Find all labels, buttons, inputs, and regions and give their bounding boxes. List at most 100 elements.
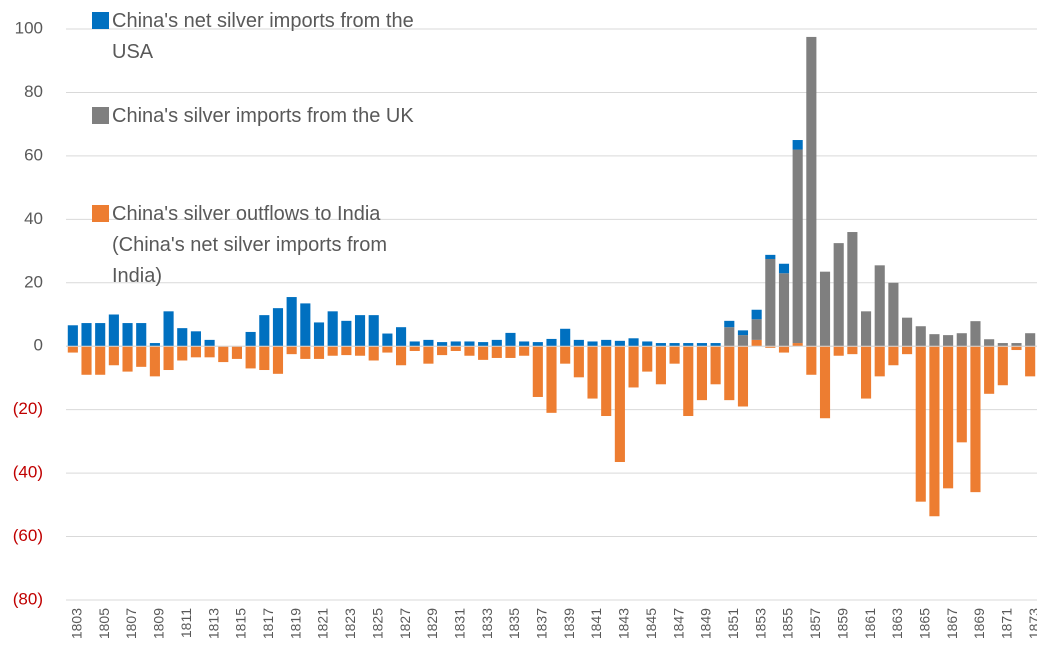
x-tick-label: 1803 — [69, 608, 85, 639]
bar — [341, 346, 352, 356]
bar — [587, 346, 598, 399]
bar — [929, 346, 940, 517]
bar — [833, 243, 844, 347]
x-tick-label: 1841 — [588, 608, 604, 639]
bar — [204, 346, 215, 358]
bar — [710, 343, 721, 347]
bar — [792, 149, 803, 344]
bar — [218, 346, 229, 363]
x-tick-label: 1811 — [178, 608, 194, 638]
x-tick-label: 1835 — [506, 608, 522, 639]
bar — [423, 339, 434, 347]
x-tick-label: 1855 — [780, 608, 796, 639]
bar — [560, 328, 571, 347]
bar — [642, 341, 653, 347]
bar — [560, 346, 571, 364]
bar — [696, 343, 707, 347]
bar — [423, 346, 434, 364]
bar — [272, 346, 284, 374]
bar — [669, 346, 680, 364]
bar — [67, 325, 78, 347]
bar — [874, 346, 885, 377]
x-tick-label: 1867 — [944, 608, 960, 639]
bar — [806, 36, 817, 347]
x-tick-label: 1845 — [643, 608, 659, 639]
x-tick-label: 1823 — [342, 608, 358, 639]
x-tick-label: 1829 — [424, 608, 440, 639]
bar — [792, 140, 803, 150]
bar — [751, 339, 762, 347]
bar — [95, 323, 106, 347]
bar — [190, 346, 201, 358]
bar — [737, 346, 749, 407]
bar — [409, 341, 420, 347]
y-tick-label: (60) — [13, 526, 43, 545]
bar — [724, 327, 735, 347]
bar — [601, 339, 612, 347]
bar — [1025, 333, 1036, 347]
bar — [122, 323, 133, 347]
bar — [860, 311, 872, 347]
bar — [149, 346, 160, 377]
bar — [396, 327, 407, 347]
bar — [354, 346, 366, 356]
legend-label: China's net silver imports from the USA — [112, 10, 414, 63]
legend-label: China's silver imports from the UK — [112, 105, 414, 127]
bar — [956, 333, 967, 347]
bar — [683, 346, 694, 417]
bar — [778, 346, 790, 353]
bar — [860, 346, 872, 399]
bar — [655, 346, 666, 385]
bar — [915, 326, 926, 347]
bar — [259, 315, 270, 347]
bar — [231, 346, 243, 359]
bar — [819, 271, 831, 347]
bar — [737, 330, 749, 336]
bar — [943, 335, 954, 347]
x-tick-label: 1847 — [670, 608, 686, 639]
x-tick-label: 1871 — [999, 608, 1015, 639]
x-tick-label: 1825 — [369, 608, 385, 639]
bar — [669, 343, 680, 347]
bar — [573, 346, 584, 378]
x-tick-label: 1859 — [834, 608, 850, 639]
bar — [81, 346, 92, 375]
bar — [136, 346, 147, 367]
bar — [847, 232, 858, 347]
bar — [491, 346, 502, 358]
bar — [136, 323, 147, 347]
bar — [833, 346, 844, 356]
x-tick-label: 1809 — [151, 608, 167, 639]
bar — [943, 346, 954, 489]
bar — [464, 341, 475, 347]
bar — [874, 265, 885, 347]
bar — [259, 346, 270, 371]
bar — [1025, 346, 1036, 377]
x-tick-label: 1865 — [916, 608, 932, 639]
legend-label: China's silver outflows to India (China'… — [112, 203, 387, 287]
bar — [177, 328, 188, 347]
x-tick-label: 1837 — [534, 608, 550, 639]
bar — [902, 317, 913, 347]
x-tick-label: 1813 — [205, 608, 221, 639]
bar — [997, 343, 1008, 347]
x-tick-label: 1839 — [561, 608, 577, 639]
bar — [491, 339, 502, 347]
bar — [1011, 343, 1022, 347]
bar — [532, 346, 543, 397]
x-tick-label: 1861 — [862, 608, 878, 639]
bar — [108, 346, 119, 366]
bar — [655, 343, 666, 347]
bar — [847, 346, 858, 355]
bar — [300, 303, 311, 347]
bar — [614, 346, 625, 463]
bar — [67, 346, 78, 353]
legend-item: China's net silver imports from the USA — [92, 6, 432, 68]
bar — [765, 346, 776, 348]
bar — [724, 320, 735, 328]
legend-item: China's silver outflows to India (China'… — [92, 199, 432, 292]
bar — [95, 346, 106, 375]
bar — [683, 343, 694, 347]
bar — [464, 346, 475, 356]
